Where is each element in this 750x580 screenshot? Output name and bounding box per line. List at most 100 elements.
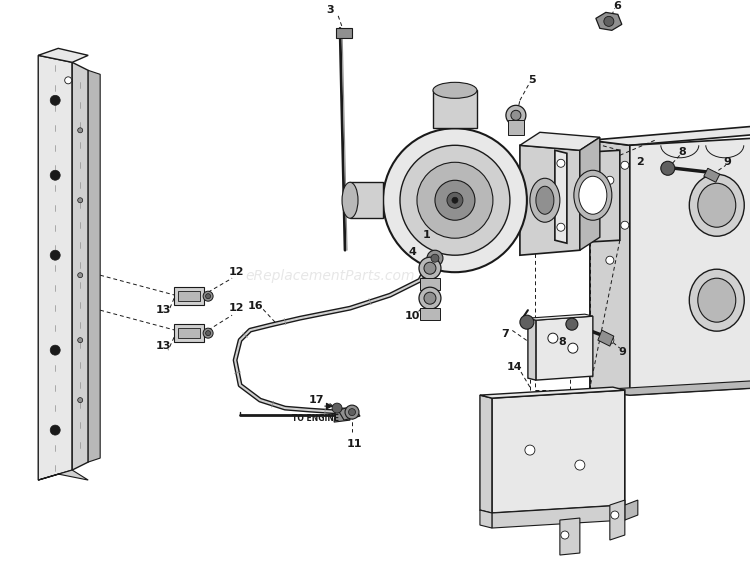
Circle shape — [50, 425, 60, 435]
Text: 13: 13 — [155, 341, 171, 351]
Polygon shape — [590, 125, 750, 145]
Polygon shape — [420, 278, 440, 290]
Text: 17: 17 — [308, 395, 324, 405]
Circle shape — [661, 161, 675, 175]
Circle shape — [50, 345, 60, 355]
Polygon shape — [433, 90, 477, 128]
Circle shape — [419, 257, 441, 279]
Polygon shape — [590, 140, 630, 395]
Text: TO ENGINE: TO ENGINE — [292, 414, 340, 423]
Polygon shape — [492, 505, 625, 528]
Circle shape — [621, 221, 628, 229]
Circle shape — [427, 250, 443, 266]
Circle shape — [511, 110, 521, 120]
Polygon shape — [536, 316, 592, 380]
Circle shape — [206, 293, 211, 299]
Polygon shape — [560, 518, 580, 555]
Polygon shape — [492, 390, 625, 513]
Polygon shape — [174, 324, 204, 342]
Circle shape — [349, 409, 355, 416]
Polygon shape — [480, 510, 492, 528]
Polygon shape — [178, 328, 200, 338]
Circle shape — [606, 176, 613, 184]
Polygon shape — [590, 380, 750, 395]
Text: 14: 14 — [507, 362, 523, 372]
Text: 12: 12 — [228, 303, 244, 313]
Polygon shape — [174, 287, 204, 305]
Polygon shape — [420, 308, 440, 320]
Circle shape — [203, 291, 213, 301]
Ellipse shape — [698, 278, 736, 322]
Polygon shape — [598, 330, 613, 346]
Circle shape — [557, 160, 565, 167]
Circle shape — [383, 128, 527, 272]
Polygon shape — [555, 150, 567, 243]
Polygon shape — [38, 55, 72, 480]
Text: 8: 8 — [558, 337, 566, 347]
Polygon shape — [567, 150, 620, 243]
Circle shape — [447, 192, 463, 208]
Circle shape — [548, 333, 558, 343]
Polygon shape — [528, 314, 592, 320]
Ellipse shape — [433, 82, 477, 99]
Circle shape — [568, 343, 578, 353]
Text: 6: 6 — [613, 1, 621, 12]
Ellipse shape — [536, 186, 554, 214]
Circle shape — [610, 511, 619, 519]
Polygon shape — [610, 500, 625, 540]
Polygon shape — [178, 291, 200, 301]
Circle shape — [419, 287, 441, 309]
Circle shape — [520, 315, 534, 329]
Ellipse shape — [579, 176, 607, 214]
Polygon shape — [480, 395, 492, 513]
Circle shape — [525, 445, 535, 455]
Polygon shape — [338, 406, 360, 420]
Polygon shape — [72, 62, 88, 470]
Circle shape — [78, 398, 82, 403]
Circle shape — [78, 338, 82, 343]
Circle shape — [452, 197, 458, 203]
Text: 9: 9 — [618, 347, 626, 357]
Polygon shape — [630, 135, 750, 395]
Circle shape — [206, 331, 211, 336]
Circle shape — [417, 162, 493, 238]
Circle shape — [606, 256, 613, 264]
Circle shape — [332, 403, 342, 413]
Text: 10: 10 — [404, 311, 420, 321]
Polygon shape — [625, 500, 638, 520]
Circle shape — [78, 198, 82, 203]
Text: 8: 8 — [678, 147, 686, 157]
Text: 11: 11 — [346, 439, 362, 449]
Polygon shape — [38, 48, 88, 62]
Circle shape — [50, 95, 60, 106]
Circle shape — [435, 180, 475, 220]
Text: 2: 2 — [636, 157, 644, 167]
Circle shape — [64, 77, 72, 84]
Text: 13: 13 — [155, 305, 171, 315]
Polygon shape — [480, 387, 625, 398]
Ellipse shape — [342, 182, 358, 218]
Circle shape — [606, 336, 613, 344]
Circle shape — [345, 405, 359, 419]
Circle shape — [561, 531, 568, 539]
Ellipse shape — [530, 178, 560, 222]
Circle shape — [400, 145, 510, 255]
Polygon shape — [520, 132, 600, 150]
Circle shape — [506, 106, 526, 125]
Circle shape — [50, 171, 60, 180]
Ellipse shape — [574, 171, 612, 220]
Polygon shape — [704, 168, 720, 182]
Polygon shape — [528, 318, 536, 380]
Text: 3: 3 — [326, 5, 334, 16]
Ellipse shape — [689, 174, 744, 236]
Circle shape — [203, 328, 213, 338]
Text: 5: 5 — [528, 75, 536, 85]
Circle shape — [424, 292, 436, 304]
Circle shape — [566, 318, 578, 330]
Circle shape — [424, 262, 436, 274]
Text: 12: 12 — [228, 267, 244, 277]
Text: 16: 16 — [248, 301, 263, 311]
Circle shape — [78, 128, 82, 133]
Text: 4: 4 — [408, 247, 416, 257]
Polygon shape — [596, 12, 622, 30]
